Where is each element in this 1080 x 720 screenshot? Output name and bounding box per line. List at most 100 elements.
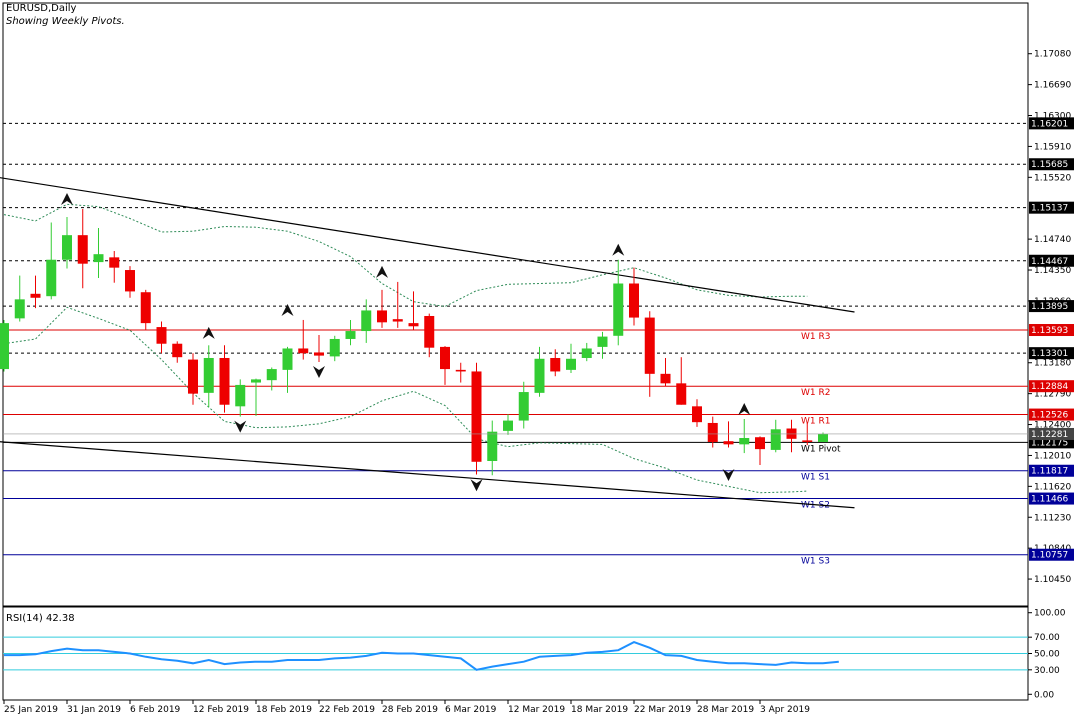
pivot-level-name: W1 S1 — [801, 473, 830, 483]
time-axis: 25 Jan 2019 31 Jan 2019 6 Feb 2019 12 Feb 2… — [3, 700, 810, 715]
pivot-level-name: W1 R2 — [801, 388, 830, 398]
pivot-level-name: W1 R3 — [801, 332, 830, 342]
candle-body — [156, 327, 167, 344]
candle-body — [818, 434, 828, 442]
level-price-box — [1029, 158, 1074, 171]
price-axis-label: 1.12790 — [1034, 390, 1071, 400]
candle-body — [503, 420, 513, 431]
candle-body — [298, 348, 309, 354]
candle-body — [676, 383, 687, 405]
symbol-title: EURUSD,Daily — [6, 3, 77, 14]
candle-body — [487, 431, 498, 461]
price-panel-frame — [2, 2, 1029, 607]
date-axis-label: 12 Feb 2019 — [193, 705, 249, 715]
pivot-level-name: W1 R1 — [801, 417, 830, 427]
candle-body — [692, 406, 702, 423]
price-axis-label: 1.11620 — [1034, 482, 1071, 492]
price-axis-label: 1.12400 — [1034, 421, 1071, 431]
price-axis-label: 1.14740 — [1034, 235, 1071, 245]
level-price-label: 1.13301 — [1031, 349, 1068, 359]
candle-body — [125, 270, 135, 292]
level-price-label: 1.11817 — [1031, 467, 1068, 477]
candle-body — [755, 437, 765, 450]
level-price-label: 1.12526 — [1031, 411, 1068, 421]
date-axis-label: 3 Apr 2019 — [760, 705, 810, 715]
rsi-axis-label: 0.00 — [1034, 690, 1054, 700]
channel-upper-line — [0, 177, 855, 313]
price-axis-label: 1.10450 — [1034, 575, 1071, 585]
fractal-down-arrow — [722, 468, 735, 481]
price-axis-label: 1.12010 — [1034, 451, 1071, 461]
rsi-axis-label: 30.00 — [1034, 666, 1060, 676]
fractal-down-arrow — [313, 365, 325, 378]
candle-body — [203, 357, 214, 393]
rsi-panel: 100.00 70.00 50.00 30.00 0.00 — [2, 606, 1066, 701]
fractal-up-arrow — [281, 303, 294, 316]
level-price-label: 1.15137 — [1031, 204, 1068, 214]
fractal-up-arrow — [202, 326, 215, 339]
candle-body — [345, 331, 356, 339]
candle-body — [660, 373, 671, 384]
level-price-label: 1.10757 — [1031, 551, 1068, 561]
candle-body — [188, 359, 198, 394]
fractal-up-arrow — [738, 402, 751, 415]
candle-body — [424, 315, 435, 348]
envelope-upper-line — [3, 203, 808, 308]
candle-body — [235, 384, 246, 407]
candle-body — [282, 348, 293, 370]
candle-body — [550, 357, 561, 372]
level-price-box — [1029, 347, 1074, 360]
candle-body — [172, 343, 183, 358]
candle-body — [440, 346, 450, 370]
date-axis-label: 28 Feb 2019 — [382, 705, 438, 715]
fractal-up-arrow — [376, 265, 388, 278]
pivot-subtitle: Showing Weekly Pivots. — [6, 16, 125, 27]
level-price-box — [1029, 117, 1074, 130]
level-price-label: 1.13593 — [1031, 326, 1068, 336]
candle-body — [93, 254, 104, 263]
rsi-axis-label: 50.00 — [1034, 650, 1060, 660]
level-price-box — [1029, 201, 1074, 214]
rsi-line — [4, 641, 839, 671]
fractal-up-arrow — [612, 243, 625, 256]
price-axis-label: 1.16300 — [1034, 112, 1071, 122]
candle-body — [786, 428, 797, 439]
price-axis-label: 1.17080 — [1034, 50, 1071, 60]
date-axis-label: 25 Jan 2019 — [4, 705, 58, 715]
candle-body — [707, 422, 718, 442]
candle-body — [30, 293, 41, 298]
candle-body — [581, 348, 592, 358]
date-axis-label: 6 Feb 2019 — [130, 705, 181, 715]
candle-body — [408, 323, 419, 327]
candle-body — [802, 440, 813, 442]
rsi-label: RSI(14) 42.38 — [6, 613, 75, 624]
candle-body — [377, 310, 387, 323]
date-axis-label: 22 Mar 2019 — [634, 705, 691, 715]
fractal-up-arrow — [61, 193, 73, 206]
level-price-box — [1029, 300, 1074, 313]
pivot-level-name: W1 S2 — [801, 501, 830, 511]
fractal-down-arrow — [234, 420, 247, 433]
price-axis-label: 1.14350 — [1034, 266, 1071, 276]
candle-body — [392, 319, 403, 322]
price-panel: 1.17080 1.16690 1.16300 1.15910 1.15520 1.147… — [0, 2, 1074, 607]
date-axis-label: 18 Mar 2019 — [571, 705, 628, 715]
pivot-level-name: W1 S3 — [801, 557, 830, 567]
price-axis-label: 1.15910 — [1034, 142, 1071, 152]
date-axis-label: 6 Mar 2019 — [445, 705, 497, 715]
candle-body — [314, 352, 324, 356]
fractal-down-arrow — [470, 479, 483, 492]
level-price-box — [1029, 548, 1074, 561]
level-price-label: 1.13895 — [1031, 302, 1068, 312]
candle-body — [723, 441, 734, 445]
level-price-label: 1.12281 — [1031, 430, 1068, 440]
candle-body — [739, 438, 750, 445]
level-price-box — [1029, 254, 1074, 267]
price-axis-label: 1.13180 — [1034, 359, 1071, 369]
candle-body — [613, 283, 624, 336]
envelope-lower-line — [3, 306, 808, 494]
level-price-box — [1029, 492, 1074, 505]
price-axis-label: 1.16690 — [1034, 81, 1071, 91]
level-price-label: 1.16201 — [1031, 119, 1068, 129]
